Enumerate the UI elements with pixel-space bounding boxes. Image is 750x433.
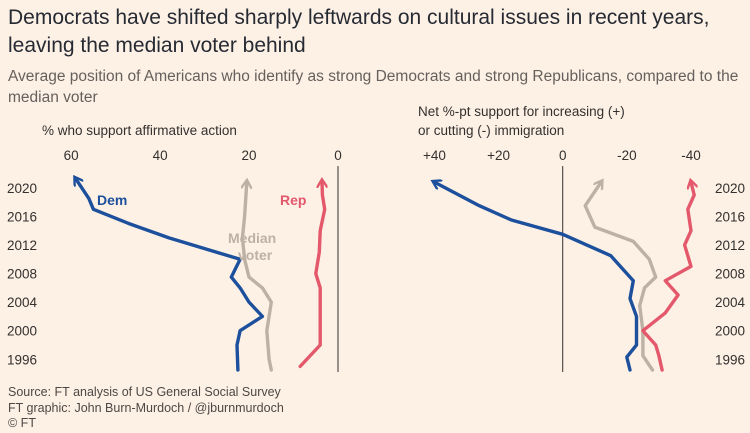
right-y-ticks: 1996 2000 2004 2008 2012 2016 2020 (715, 181, 746, 367)
left-y-tick-label: 2020 (7, 181, 37, 196)
right-x-tick-label: 0 (559, 148, 567, 163)
chart-title: Democrats have shifted sharply leftwards… (8, 6, 710, 57)
left-ylabel: % who support affirmative action (42, 123, 237, 138)
left-y-ticks: 1996 2000 2004 2008 2012 2016 2020 (7, 181, 38, 367)
footer: Source: FT analysis of US General Social… (8, 385, 284, 432)
right-y-tick-label: 2000 (715, 324, 745, 339)
left-x-tick-label: 20 (242, 148, 257, 163)
right-y-tick-label: 2008 (715, 267, 745, 282)
left-x-tick-label: 60 (64, 148, 79, 163)
right-ylabel-line1: Net %-pt support for increasing (+) (418, 104, 625, 119)
left-x-tick-label: 0 (334, 148, 342, 163)
right-series-rep (641, 182, 694, 372)
right-x-tick-label: -40 (681, 148, 701, 163)
left-series (76, 179, 325, 372)
right-x-ticks: +40 +20 0 -20 -40 (423, 148, 701, 163)
left-y-tick-label: 2012 (7, 238, 37, 253)
label-dem-left: Dem (97, 192, 127, 208)
right-y-tick-label: 2016 (715, 209, 745, 224)
right-y-tick-label: 2004 (715, 295, 746, 310)
right-series-median-voter (583, 182, 658, 372)
right-panel: Net %-pt support for increasing (+) or c… (418, 104, 746, 372)
label-voter-left: voter (238, 247, 273, 263)
right-x-tick-label: +40 (423, 148, 446, 163)
label-median-left: Median (228, 230, 276, 246)
left-series-rep (298, 181, 325, 369)
left-y-tick-label: 2000 (7, 324, 37, 339)
footer-source: Source: FT analysis of US General Social… (8, 385, 281, 399)
left-y-tick-label: 2004 (7, 295, 38, 310)
left-y-tick-label: 2008 (7, 267, 37, 282)
left-y-tick-label: 2016 (7, 209, 37, 224)
left-series-median-voter (240, 182, 273, 372)
left-panel: % who support affirmative action 60 40 20 0… (7, 123, 342, 372)
right-y-tick-label: 2012 (715, 238, 745, 253)
right-y-tick-label: 2020 (715, 181, 745, 196)
left-x-tick-label: 40 (153, 148, 168, 163)
left-x-ticks: 60 40 20 0 (64, 148, 342, 163)
right-series (434, 182, 694, 372)
left-series-dem (76, 179, 265, 372)
right-series-dem (434, 182, 639, 372)
footer-graphic-credit: FT graphic: John Burn-Murdoch / @jburnmu… (8, 400, 284, 415)
left-y-tick-label: 1996 (7, 352, 37, 367)
chart-subtitle: Average position of Americans who identi… (8, 68, 739, 106)
right-y-tick-label: 1996 (715, 352, 745, 367)
right-ylabel-line2: or cutting (-) immigration (418, 123, 564, 138)
right-x-tick-label: +20 (487, 148, 510, 163)
right-x-tick-label: -20 (617, 148, 637, 163)
label-rep-left: Rep (280, 192, 306, 208)
footer-copyright: © FT (8, 416, 36, 430)
